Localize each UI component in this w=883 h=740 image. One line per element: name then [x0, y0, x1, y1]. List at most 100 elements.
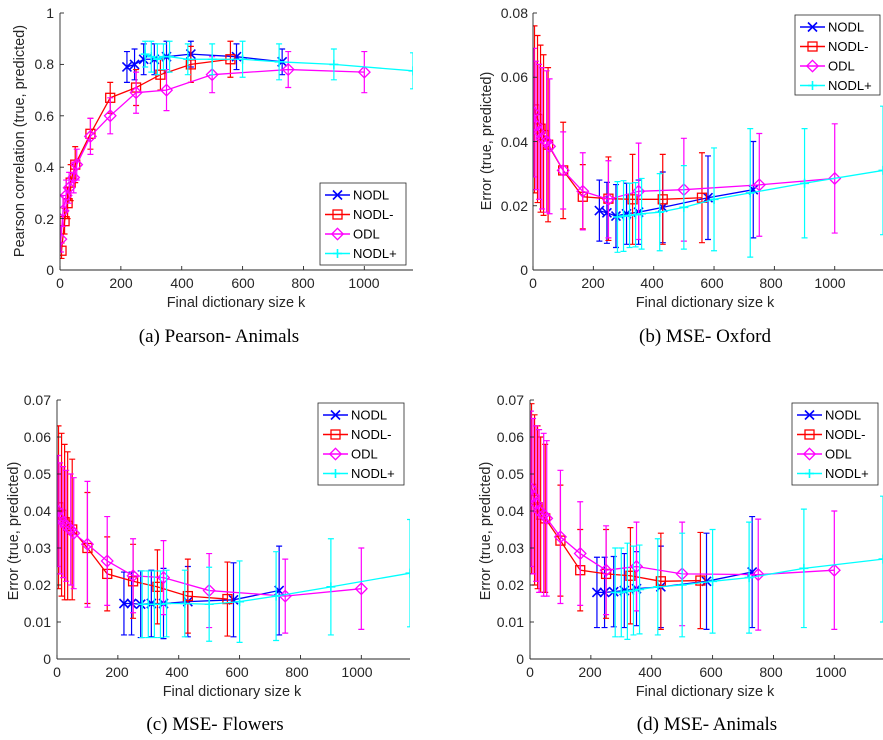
- chart-a-series-nodl: [121, 40, 288, 83]
- chart-a-y-tick-label: 0.6: [35, 108, 55, 124]
- data-point: [326, 582, 336, 592]
- legend-label: NODL+: [828, 78, 872, 93]
- data-point: [162, 599, 172, 608]
- data-point: [83, 129, 98, 143]
- chart-d-x-tick-label: 0: [526, 664, 534, 680]
- data-point: [329, 59, 339, 69]
- data-point: [103, 109, 117, 123]
- data-point: [533, 125, 546, 139]
- data-point: [594, 205, 605, 216]
- legend-label: NODL-: [825, 427, 865, 442]
- legend-marker: [330, 409, 341, 421]
- chart-c-y-tick-label: 0.02: [24, 577, 51, 593]
- panel-b: 0 0.02 0.04 0.06 0.08 0 200 400 600 800 …: [479, 5, 846, 347]
- data-point: [599, 563, 613, 577]
- data-point: [677, 580, 687, 590]
- chart-a-series-nodl-plus: [140, 40, 413, 90]
- data-point: [67, 170, 81, 185]
- error-bar: [224, 561, 231, 637]
- chart-b-x-tick-label: 800: [759, 275, 783, 291]
- data-point: [57, 504, 65, 518]
- data-point: [238, 54, 248, 64]
- data-point: [533, 118, 543, 133]
- data-point: [60, 204, 70, 218]
- panel-d: 0 0.01 0.02 0.03 0.04 0.05 0.06 0.07 0 2…: [478, 392, 847, 735]
- data-point: [156, 570, 171, 585]
- data-point: [60, 245, 67, 256]
- chart-c-x-tick-label: 200: [105, 664, 129, 680]
- data-point: [625, 570, 636, 581]
- data-point: [271, 591, 281, 601]
- chart-b-x-tick-label: 1000: [814, 275, 845, 291]
- chart-b-y-tick-label: 0.02: [501, 198, 528, 214]
- chart-c-x-tick-label: 800: [285, 664, 309, 680]
- data-point: [126, 598, 137, 609]
- data-point: [637, 209, 647, 219]
- chart-b-series-nodl: [594, 140, 759, 249]
- chart-a-y-tick-label: 0.4: [35, 159, 55, 175]
- data-point: [573, 546, 587, 561]
- chart-d-y-tick-label: 0.04: [497, 503, 524, 519]
- data-point: [653, 582, 663, 592]
- series-line: [599, 189, 754, 217]
- chart-c-y-tick-label: 0.04: [24, 503, 51, 519]
- chart-c-y-axis-title: Error (true, predicted): [6, 462, 22, 601]
- data-point: [542, 139, 557, 153]
- data-point: [539, 134, 554, 149]
- data-point: [591, 587, 603, 598]
- data-point: [576, 184, 590, 198]
- legend-marker: [331, 469, 340, 478]
- chart-a-legend: NODL NODL- ODL NODL+: [319, 182, 407, 266]
- legend-marker: [807, 21, 818, 33]
- chart-c-x-tick-label: 0: [53, 664, 61, 680]
- legend-label: ODL: [353, 227, 380, 242]
- legend-marker: [804, 429, 815, 440]
- legend-marker: [332, 189, 343, 201]
- data-point: [556, 163, 570, 178]
- data-point: [183, 54, 193, 64]
- legend-marker: [330, 227, 345, 241]
- chart-a-x-tick-label: 600: [231, 275, 255, 291]
- data-point: [530, 496, 543, 511]
- legend-marker: [330, 429, 341, 440]
- data-point: [140, 49, 150, 59]
- chart-a-series-odl: [60, 50, 371, 253]
- legend-box: [319, 182, 407, 266]
- chart-a-caption: (a) Pearson- Animals: [139, 326, 299, 347]
- chart-a-plot-area: [60, 40, 413, 260]
- legend-marker: [808, 81, 817, 90]
- legend-label: NODL: [825, 408, 861, 423]
- chart-b-series-nodl-plus: [612, 105, 883, 258]
- series-line: [60, 58, 231, 251]
- chart-c-legend: NODL NODL- ODL NODL+: [317, 402, 405, 486]
- legend-label: NODL: [828, 20, 864, 35]
- chart-b-legend: NODL NODL- ODL NODL+: [794, 14, 881, 96]
- legend-marker: [805, 59, 820, 73]
- legend-label: NODL-: [351, 427, 391, 442]
- chart-a-y-tick-label: 0.8: [35, 56, 55, 72]
- data-point: [610, 210, 622, 222]
- series-line: [533, 109, 702, 200]
- data-point: [553, 530, 568, 544]
- data-point: [745, 188, 755, 198]
- chart-d-y-tick-label: 0.07: [497, 392, 524, 408]
- data-point: [752, 178, 766, 192]
- data-point: [405, 568, 410, 578]
- data-point: [67, 526, 81, 540]
- legend-label: ODL: [828, 59, 855, 74]
- data-point: [701, 576, 712, 587]
- chart-a-x-tick-label: 800: [291, 275, 315, 291]
- chart-b-y-tick-label: 0.06: [501, 69, 528, 85]
- data-point: [628, 586, 638, 596]
- chart-c-y-tick-label: 0.01: [24, 614, 51, 630]
- chart-b-series-nodl-minus: [533, 25, 708, 245]
- panel-a: 0 0.2 0.4 0.6 0.8 1 0 200 400 600 800 10…: [12, 5, 380, 347]
- chart-d-x-tick-label: 800: [759, 664, 783, 680]
- data-point: [146, 52, 156, 62]
- data-point: [612, 212, 622, 222]
- data-point: [828, 171, 842, 186]
- chart-d-y-axis-title: Error (true, predicted): [478, 462, 494, 601]
- chart-b-caption: (b) MSE- Oxford: [639, 326, 771, 347]
- error-bar: [880, 105, 883, 236]
- data-point: [126, 569, 140, 583]
